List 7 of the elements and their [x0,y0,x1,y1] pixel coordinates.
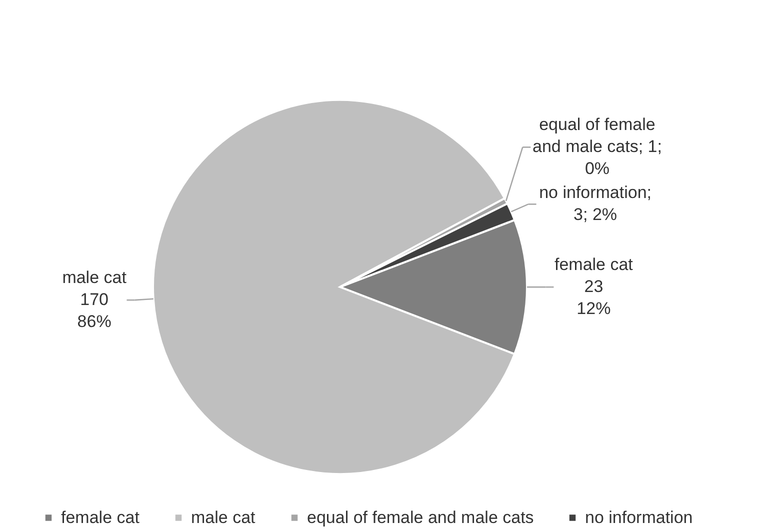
data-label: female cat 23 12% [554,255,634,318]
data-label: no information; 3; 2% [539,183,652,224]
legend-label: no information [585,508,693,527]
legend-label: male cat [191,508,256,527]
legend-label: equal of female and male cats [307,508,534,527]
data-label: male cat 170 86% [62,268,127,332]
legend-label: female cat [61,508,140,527]
